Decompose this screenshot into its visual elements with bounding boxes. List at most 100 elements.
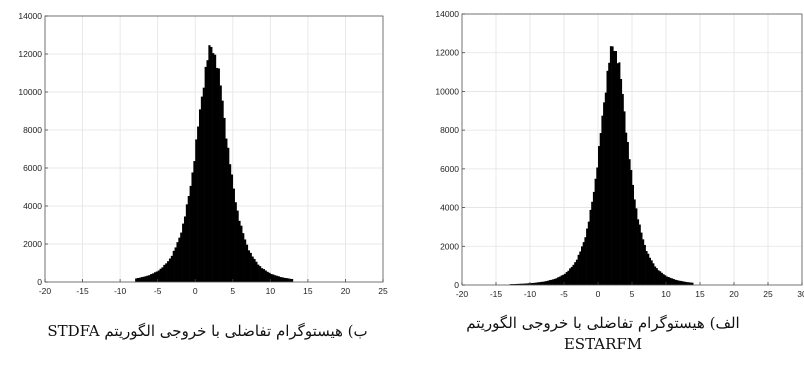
- histogram-chart-stdfa: -20 -15 -10 -5 0 5 10 15 20 25 0 2000 4000 6000 8000 10…: [18, 11, 388, 296]
- histogram-bar: [217, 68, 220, 282]
- histogram-bar: [142, 276, 145, 282]
- histogram-bar: [623, 111, 626, 285]
- y-tick-label: 6000: [440, 164, 459, 174]
- histogram-bar: [521, 283, 524, 285]
- histogram-bar: [640, 232, 643, 285]
- y-tick-label: 0: [37, 277, 42, 287]
- x-tick-label: 5: [630, 289, 635, 299]
- caption-estarfm-line1: الف) هیستوگرام تفاضلی با خروجی الگوریتم: [466, 314, 740, 332]
- histogram-bar: [287, 278, 290, 282]
- histogram-bar: [642, 239, 645, 285]
- histogram-bar: [633, 199, 636, 285]
- histogram-bar: [176, 242, 179, 282]
- histogram-bar: [238, 220, 241, 282]
- histogram-bar: [677, 280, 680, 285]
- histogram-bar: [255, 261, 258, 282]
- x-tick-label: 5: [230, 286, 235, 296]
- y-tick-label: 2000: [23, 239, 42, 249]
- y-tick-label: 4000: [440, 203, 459, 213]
- histogram-bar: [562, 274, 565, 285]
- histogram-bar: [553, 278, 556, 285]
- histogram-bar: [170, 255, 173, 282]
- histogram-bar: [533, 282, 536, 285]
- histogram-bar: [621, 93, 624, 285]
- histogram-bar: [272, 274, 275, 282]
- histogram-bar: [681, 281, 684, 285]
- x-tick-label: -20: [456, 289, 469, 299]
- histogram-bar: [204, 66, 207, 282]
- histogram-bar: [577, 254, 580, 285]
- histogram-bar: [552, 279, 555, 285]
- histogram-bar: [560, 275, 563, 285]
- histogram-bar: [247, 250, 250, 282]
- histogram-bar: [611, 46, 614, 285]
- histogram-bar: [647, 253, 650, 285]
- y-tick-label: 2000: [440, 241, 459, 251]
- histogram-bar: [596, 167, 599, 285]
- x-tick-label: -15: [490, 289, 503, 299]
- histogram-bar: [541, 281, 544, 285]
- y-tick-label: 8000: [440, 125, 459, 135]
- histogram-bar: [652, 263, 655, 285]
- histogram-bar: [530, 283, 532, 285]
- histogram-bar: [210, 46, 213, 283]
- histogram-bar: [157, 270, 160, 282]
- histogram-bar: [689, 282, 692, 285]
- histogram-bar: [540, 281, 543, 285]
- histogram-bar: [257, 264, 260, 282]
- histogram-bar: [630, 170, 633, 285]
- y-tick-label: 10000: [435, 86, 459, 96]
- histogram-bar: [659, 271, 662, 285]
- histogram-bar: [547, 280, 549, 285]
- histogram-bar: [615, 51, 617, 286]
- histogram-bar: [691, 282, 694, 285]
- histogram-bar: [666, 276, 668, 285]
- histogram-bar: [259, 266, 262, 282]
- histogram-bar: [193, 161, 196, 282]
- x-tick-label: -10: [114, 286, 127, 296]
- histogram-bar: [144, 276, 147, 282]
- histogram-bar: [584, 237, 587, 285]
- histogram-bar: [608, 62, 611, 286]
- histogram-bar: [221, 100, 224, 282]
- histogram-bar: [153, 272, 157, 282]
- histogram-bar: [672, 279, 675, 285]
- histogram-bar: [200, 96, 204, 283]
- histogram-bar: [676, 280, 679, 285]
- x-tick-label: 25: [763, 289, 773, 299]
- histogram-bar: [187, 196, 190, 282]
- histogram-bar: [509, 284, 512, 285]
- histogram-bar: [557, 277, 560, 285]
- histogram-bar: [266, 271, 269, 282]
- x-tick-label: 0: [193, 286, 198, 296]
- histogram-bar: [649, 257, 651, 285]
- histogram-bar: [137, 277, 140, 282]
- histogram-bar: [219, 85, 222, 282]
- histogram-bar: [260, 268, 264, 282]
- histogram-bar: [594, 178, 597, 285]
- x-tick-label: 15: [695, 289, 705, 299]
- histogram-bar: [579, 251, 582, 285]
- histogram-bar: [161, 267, 164, 282]
- histogram-bar: [182, 223, 185, 282]
- histogram-bar: [270, 274, 273, 282]
- x-tick-label: 10: [266, 286, 276, 296]
- histogram-bar: [277, 276, 281, 282]
- histogram-bar: [538, 282, 541, 285]
- histogram-bar: [165, 263, 168, 282]
- histogram-bar: [628, 159, 631, 285]
- histogram-bar: [570, 266, 573, 285]
- histogram-bar: [657, 270, 660, 285]
- histogram-bar: [609, 46, 612, 285]
- histogram-bar: [253, 258, 256, 282]
- histogram-bar: [601, 115, 604, 285]
- histogram-bar: [251, 256, 254, 282]
- histogram-bar: [208, 45, 211, 282]
- histogram-bar: [550, 279, 553, 285]
- histogram-bar: [684, 281, 687, 285]
- histogram-bar: [683, 281, 685, 285]
- histogram-bar: [589, 209, 592, 285]
- x-tick-label: 0: [596, 289, 601, 299]
- histogram-bar: [167, 261, 170, 282]
- histogram-bar: [274, 275, 277, 282]
